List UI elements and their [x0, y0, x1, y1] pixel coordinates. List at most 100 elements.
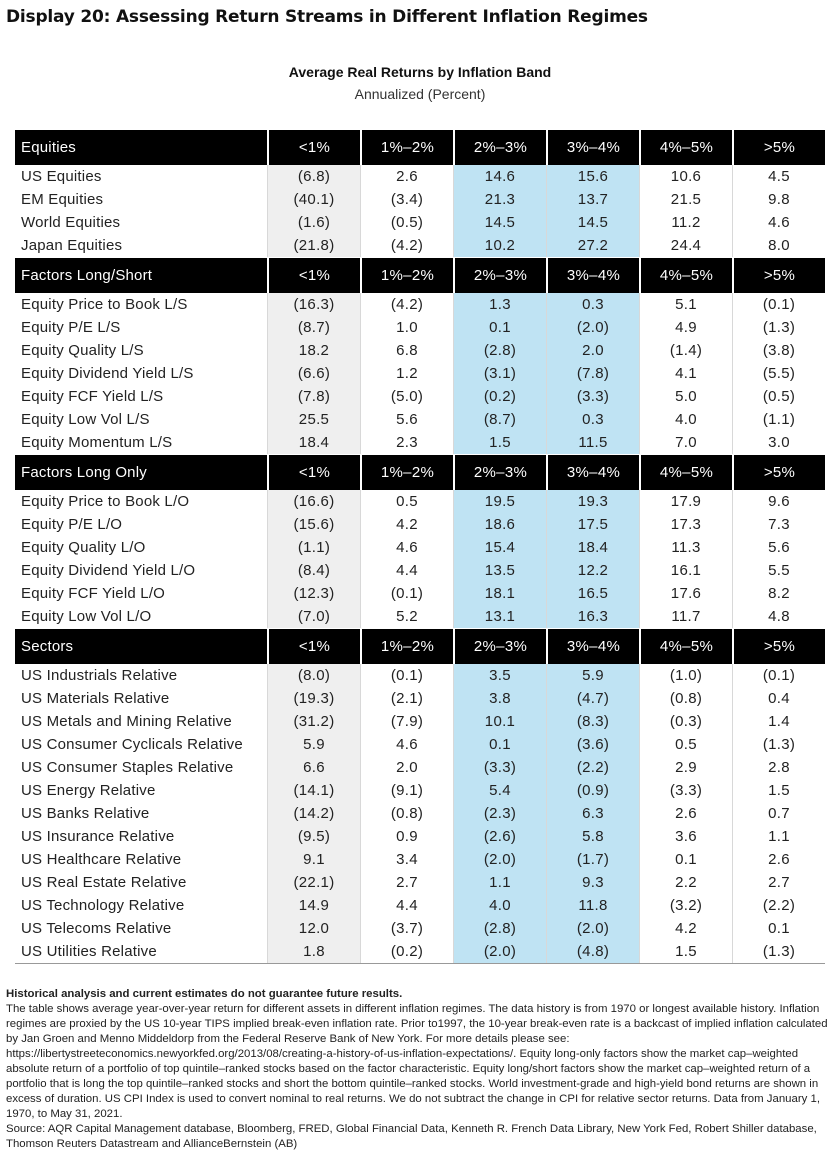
value-cell: 2.7	[360, 871, 453, 894]
value-cell: 3.4	[360, 848, 453, 871]
value-cell: (0.1)	[360, 664, 453, 687]
value-cell: 14.9	[267, 894, 360, 917]
value-cell: (2.0)	[546, 316, 639, 339]
value-cell: (2.2)	[732, 894, 825, 917]
value-cell: (1.1)	[267, 536, 360, 559]
value-cell: (0.5)	[360, 211, 453, 234]
section-header-row: Sectors <1% 1%–2% 2%–3% 3%–4% 4%–5% >5%	[15, 629, 825, 664]
row-label: Equity Low Vol L/O	[21, 608, 152, 625]
value-cell: 0.4	[732, 687, 825, 710]
value-cell: (3.8)	[732, 339, 825, 362]
value-cell: (1.1)	[732, 408, 825, 431]
table-title: Average Real Returns by Inflation Band	[288, 64, 552, 80]
row-label: US Banks Relative	[21, 805, 150, 822]
value-cell: 5.5	[732, 559, 825, 582]
value-cell: 2.7	[732, 871, 825, 894]
row-label: World Equities	[21, 214, 121, 231]
value-cell: 6.8	[360, 339, 453, 362]
table-row: Equity Momentum L/S 18.4 2.3 1.5 11.5 7.0 3.0	[15, 431, 825, 454]
row-label: Equity Quality L/S	[21, 342, 144, 359]
value-cell: (0.8)	[639, 687, 732, 710]
value-cell: 1.1	[732, 825, 825, 848]
table-row: US Materials Relative (19.3) (2.1) 3.8 (4.7)…	[15, 687, 825, 710]
value-cell: (3.6)	[546, 733, 639, 756]
value-cell: 0.3	[546, 293, 639, 316]
table-row: Equity Low Vol L/S 25.5 5.6 (8.7) 0.3 4.0 (1.1…	[15, 408, 825, 431]
value-cell: (2.3)	[453, 802, 546, 825]
section-header-row: Factors Long/Short <1% 1%–2% 2%–3% 3%–4% 4%–5…	[15, 258, 825, 293]
value-cell: (9.1)	[360, 779, 453, 802]
value-cell: 5.6	[732, 536, 825, 559]
row-label: Equity P/E L/O	[21, 516, 123, 533]
value-cell: (15.6)	[267, 513, 360, 536]
value-cell: 27.2	[546, 234, 639, 257]
value-cell: 24.4	[639, 234, 732, 257]
band-header: 2%–3%	[453, 130, 546, 165]
value-cell: (16.3)	[267, 293, 360, 316]
band-header: 1%–2%	[360, 629, 453, 664]
table-row: Equity P/E L/S (8.7) 1.0 0.1 (2.0) 4.9 (1.3)	[15, 316, 825, 339]
value-cell: 0.5	[639, 733, 732, 756]
table-row: US Technology Relative 14.9 4.4 4.0 11.8 (3.2…	[15, 894, 825, 917]
value-cell: 1.8	[267, 940, 360, 963]
value-cell: 0.1	[453, 316, 546, 339]
row-label: EM Equities	[21, 191, 104, 208]
value-cell: (9.5)	[267, 825, 360, 848]
value-cell: (3.3)	[453, 756, 546, 779]
value-cell: 10.1	[453, 710, 546, 733]
row-label: US Equities	[21, 168, 102, 185]
table-row: US Industrials Relative (8.0) (0.1) 3.5 5.9(…	[15, 664, 825, 687]
value-cell: 5.2	[360, 605, 453, 628]
value-cell: 13.7	[546, 188, 639, 211]
row-label: US Telecoms Relative	[21, 920, 172, 937]
value-cell: 18.6	[453, 513, 546, 536]
value-cell: 2.6	[360, 165, 453, 188]
value-cell: (1.3)	[732, 316, 825, 339]
table-row: Equity Low Vol L/O (7.0) 5.2 13.1 16.3 11.7 4.…	[15, 605, 825, 628]
value-cell: (1.7)	[546, 848, 639, 871]
value-cell: 16.5	[546, 582, 639, 605]
table-row: US Telecoms Relative 12.0 (3.7) (2.8) (2.0) 4…	[15, 917, 825, 940]
value-cell: 4.6	[732, 211, 825, 234]
value-cell: (2.2)	[546, 756, 639, 779]
value-cell: 11.7	[639, 605, 732, 628]
table-row: US Utilities Relative 1.8 (0.2) (2.0) (4.8) 1…	[15, 940, 825, 963]
table-row: Equity FCF Yield L/O (12.3) (0.1) 18.1 16.5 1…	[15, 582, 825, 605]
notes: Historical analysis and current estimate…	[6, 987, 832, 1152]
row-label: Equity Quality L/O	[21, 539, 146, 556]
table-subtitle: Annualized (Percent)	[354, 86, 486, 102]
band-header: 4%–5%	[639, 629, 732, 664]
value-cell: 1.5	[732, 779, 825, 802]
value-cell: 25.5	[267, 408, 360, 431]
row-label: Equity Dividend Yield L/S	[21, 365, 194, 382]
value-cell: 1.3	[453, 293, 546, 316]
value-cell: 11.2	[639, 211, 732, 234]
table-row: EM Equities (40.1) (3.4) 21.3 13.7 21.5 9.8	[15, 188, 825, 211]
table-row: US Consumer Staples Relative 6.6 2.0 (3.3)(…	[15, 756, 825, 779]
value-cell: 3.5	[453, 664, 546, 687]
value-cell: 4.0	[639, 408, 732, 431]
value-cell: (12.3)	[267, 582, 360, 605]
value-cell: 0.9	[360, 825, 453, 848]
table-row: US Equities (6.8) 2.6 14.6 15.6 10.6 4.5	[15, 165, 825, 188]
row-label: Equity Price to Book L/S	[21, 296, 188, 313]
table-row: US Metals and Mining Relative (31.2) (7.9)…	[15, 710, 825, 733]
band-header: 3%–4%	[546, 455, 639, 490]
row-label: US Healthcare Relative	[21, 851, 182, 868]
value-cell: 17.3	[639, 513, 732, 536]
section-header-row: Equities <1% 1%–2% 2%–3% 3%–4% 4%–5% >5%	[15, 130, 825, 165]
value-cell: 2.6	[639, 802, 732, 825]
value-cell: 4.2	[360, 513, 453, 536]
value-cell: (3.4)	[360, 188, 453, 211]
value-cell: (7.0)	[267, 605, 360, 628]
value-cell: 0.1	[732, 917, 825, 940]
value-cell: 16.1	[639, 559, 732, 582]
value-cell: 19.5	[453, 490, 546, 513]
value-cell: 4.2	[639, 917, 732, 940]
value-cell: (0.9)	[546, 779, 639, 802]
value-cell: (7.9)	[360, 710, 453, 733]
value-cell: 2.2	[639, 871, 732, 894]
value-cell: 5.8	[546, 825, 639, 848]
value-cell: 3.6	[639, 825, 732, 848]
row-label: Equity P/E L/S	[21, 319, 121, 336]
